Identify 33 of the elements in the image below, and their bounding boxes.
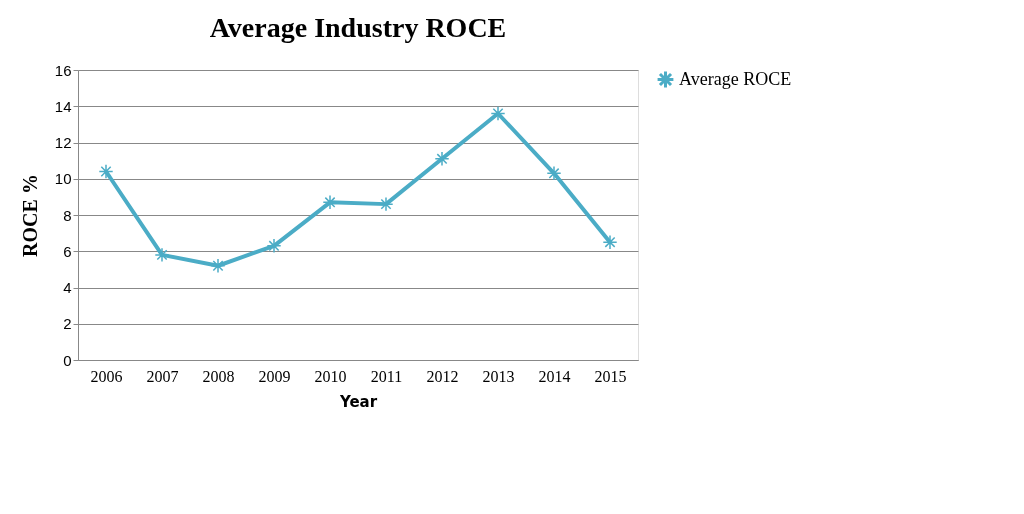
y-tick-label: 8 [63,206,72,224]
chart-title: Average Industry ROCE [209,12,507,43]
y-tick-label: 0 [63,351,72,369]
x-tick-label: 2012 [426,367,459,385]
x-tick-label: 2013 [482,367,515,385]
point [602,234,618,250]
point [98,164,114,179]
x-tick-label: 2011 [370,367,403,385]
x-tick-label: 2010 [314,367,347,385]
point [546,165,562,181]
legend-label: Average ROCE [679,68,792,89]
x-tick-label: 2006 [90,367,123,385]
y-tick-label: 4 [63,279,72,296]
point [378,196,394,212]
y-axis-title: ROCE % [18,174,41,257]
point [210,258,226,274]
point [154,247,170,263]
x-tick-label: 2014 [538,367,571,385]
x-tick-label: 2008 [202,367,235,385]
y-tick-label: 10 [54,170,72,188]
point [490,106,506,121]
y-tick-label: 2 [63,315,72,333]
x-tick-label: 2009 [258,367,291,385]
x-tick-label: 2007 [146,367,179,385]
x-axis-title: Year [338,392,378,411]
point [266,238,282,254]
point [434,151,450,167]
y-tick-label: 14 [54,97,72,115]
x-tick-label: 2015 [594,367,627,385]
y-tick-label: 12 [54,134,72,151]
y-tick-label: 6 [63,242,72,260]
y-tick-label: 16 [54,61,72,79]
point [322,194,338,210]
